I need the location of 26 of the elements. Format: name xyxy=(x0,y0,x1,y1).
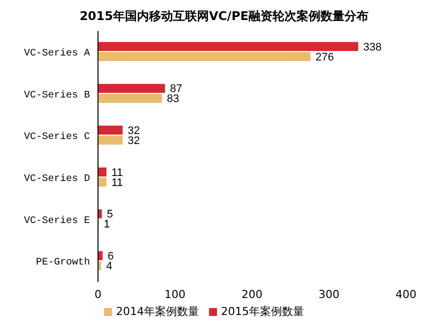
y-tick-label: VC-Series B xyxy=(24,89,90,102)
data-label: 5 xyxy=(106,208,113,221)
y-tick-label: VC-Series A xyxy=(24,47,90,60)
data-label: 32 xyxy=(128,135,140,148)
data-label: 338 xyxy=(363,41,382,54)
data-label: 4 xyxy=(106,260,112,273)
x-tick-label: 400 xyxy=(396,288,416,301)
x-tick-label: 200 xyxy=(242,288,262,301)
data-label: 83 xyxy=(166,93,180,106)
chart-title: 2015年国内移动互联网VC/PE融资轮次案例数量分布 xyxy=(78,8,370,25)
data-label: 11 xyxy=(111,166,123,179)
data-label: 1 xyxy=(104,218,110,231)
x-tick-label: 300 xyxy=(318,288,340,301)
legend-label: 2015年案例数量 xyxy=(221,305,304,318)
data-label: 276 xyxy=(316,51,334,64)
legend-label: 2014年案例数量 xyxy=(116,305,199,318)
y-tick-label: VC-Series C xyxy=(24,131,90,144)
data-label: 11 xyxy=(111,176,123,189)
data-label: 87 xyxy=(170,83,182,96)
x-tick-label: 100 xyxy=(164,288,186,301)
y-tick-label: VC-Series D xyxy=(24,172,90,185)
y-tick-label: PE-Growth xyxy=(36,256,90,269)
y-tick-label: VC-Series E xyxy=(24,214,90,227)
data-label: 32 xyxy=(128,125,140,138)
data-label: 6 xyxy=(108,250,114,263)
x-tick-label: 0 xyxy=(94,288,102,301)
